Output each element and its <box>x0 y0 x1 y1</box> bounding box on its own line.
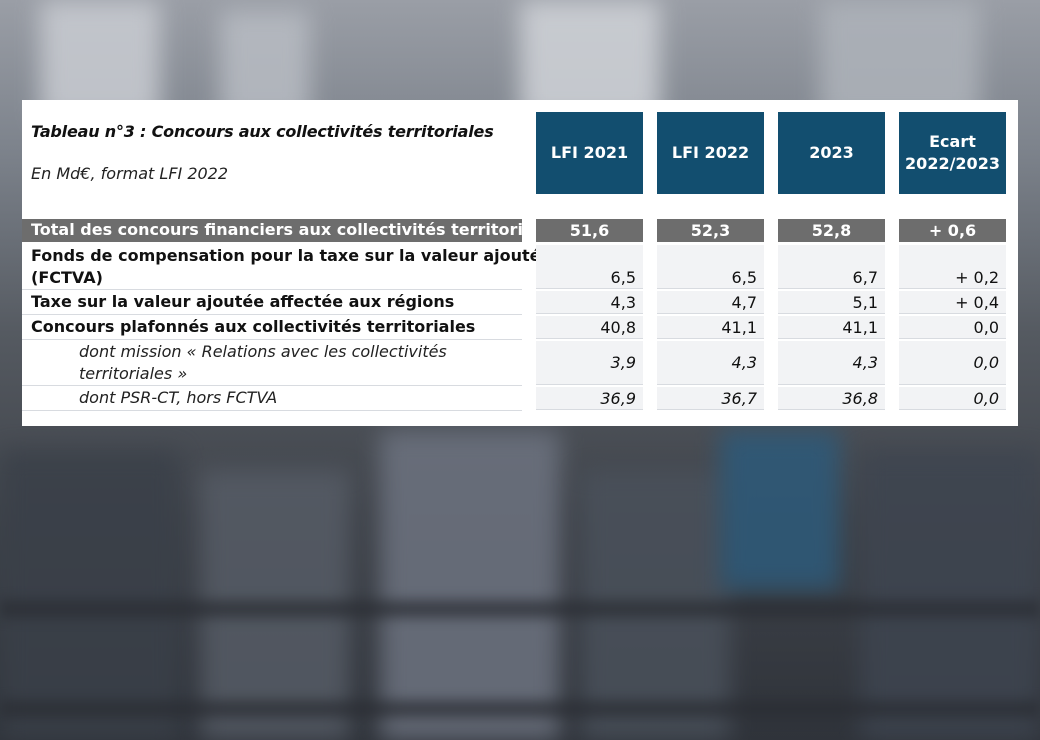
table-card: Tableau n°3 : Concours aux collectivités… <box>22 100 1018 426</box>
cell-value: 0,0 <box>899 341 1006 385</box>
column-header-ecart-line1: Ecart <box>929 132 976 151</box>
table-row: dont mission « Relations avec les collec… <box>22 341 1018 386</box>
cell-value: 4,3 <box>778 341 885 385</box>
row-label: dont PSR-CT, hors FCTVA <box>79 388 278 407</box>
table-subtitle: En Md€, format LFI 2022 <box>31 164 229 183</box>
row-label-line1: Fonds de compensation pour la taxe sur l… <box>31 246 552 265</box>
cell-value: 36,7 <box>657 387 764 410</box>
cell-value: 4,7 <box>657 291 764 314</box>
row-label-line2: territoriales » <box>79 364 188 383</box>
cell-value: 6,7 <box>778 245 885 289</box>
table-row: Taxe sur la valeur ajoutée affectée aux … <box>22 291 1018 315</box>
cell-value: + 0,4 <box>899 291 1006 314</box>
cell-value: 52,3 <box>657 219 764 242</box>
cell-value: + 0,6 <box>899 219 1006 242</box>
table-row: Concours plafonnés aux collectivités ter… <box>22 316 1018 340</box>
table-row: dont PSR-CT, hors FCTVA 36,9 36,7 36,8 0… <box>22 387 1018 411</box>
cell-value: 40,8 <box>536 316 643 339</box>
cell-value: 52,8 <box>778 219 885 242</box>
cell-value: 4,3 <box>536 291 643 314</box>
cell-value: 6,5 <box>536 245 643 289</box>
cell-value: 36,8 <box>778 387 885 410</box>
cell-value: 0,0 <box>899 387 1006 410</box>
cell-value: 6,5 <box>657 245 764 289</box>
row-label-line2: (FCTVA) <box>31 268 103 287</box>
column-header-lfi-2021: LFI 2021 <box>536 112 643 194</box>
cell-value: 41,1 <box>778 316 885 339</box>
cell-value: 0,0 <box>899 316 1006 339</box>
cell-value: 51,6 <box>536 219 643 242</box>
row-label: Taxe sur la valeur ajoutée affectée aux … <box>31 292 455 311</box>
column-header-ecart: Ecart 2022/2023 <box>899 112 1006 194</box>
column-header-lfi-2022: LFI 2022 <box>657 112 764 194</box>
table-row-total: Total des concours financiers aux collec… <box>22 219 1018 242</box>
table-title: Tableau n°3 : Concours aux collectivités… <box>31 122 494 141</box>
column-header-ecart-line2: 2022/2023 <box>905 154 1000 173</box>
cell-value: 3,9 <box>536 341 643 385</box>
cell-value: 5,1 <box>778 291 885 314</box>
cell-value: 41,1 <box>657 316 764 339</box>
cell-value: 36,9 <box>536 387 643 410</box>
column-header-2023: 2023 <box>778 112 885 194</box>
table-row: Fonds de compensation pour la taxe sur l… <box>22 245 1018 290</box>
row-label: Total des concours financiers aux collec… <box>31 220 560 239</box>
row-label: Concours plafonnés aux collectivités ter… <box>31 317 476 336</box>
row-label-line1: dont mission « Relations avec les collec… <box>79 342 447 361</box>
cell-value: + 0,2 <box>899 245 1006 289</box>
cell-value: 4,3 <box>657 341 764 385</box>
